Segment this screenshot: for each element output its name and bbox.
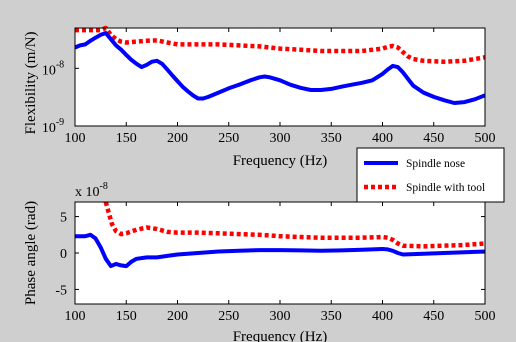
- flexibility-panel: 100 150 200 250 300 350 400 450 500 10-810-9 Fre…: [23, 25, 496, 169]
- legend: Spindle nose Spindle with tool: [356, 147, 505, 203]
- phase-y-ticks: 5 0 -5: [55, 211, 485, 298]
- flexibility-x-axis-label: Frequency (Hz): [233, 153, 328, 169]
- flexibility-xtick-label: 250: [218, 131, 239, 146]
- phase-ytick-label: 5: [60, 211, 67, 226]
- phase-xtick-label: 450: [423, 309, 444, 324]
- phase-scale-note: x 10-8: [75, 181, 108, 200]
- legend-label-spindle-with-tool: Spindle with tool: [406, 182, 485, 194]
- flexibility-series-spindle-nose: [74, 31, 486, 105]
- phase-series-group: [75, 201, 486, 269]
- phase-scale-note-base: x 10: [75, 185, 100, 200]
- legend-label-spindle-nose: Spindle nose: [406, 158, 465, 170]
- flexibility-xtick-label: 500: [475, 131, 496, 146]
- phase-xtick-label: 500: [475, 309, 496, 324]
- flexibility-xtick-label: 100: [65, 131, 86, 146]
- flexibility-xtick-label: 450: [423, 131, 444, 146]
- phase-x-ticks: 100 150 200 250 300 350 400 450 500: [65, 202, 496, 324]
- flexibility-ytick-base: 10: [42, 63, 56, 78]
- phase-xtick-label: 350: [321, 309, 342, 324]
- phase-ytick-label: 0: [60, 247, 67, 262]
- phase-y-axis-label: Phase angle (rad): [23, 201, 39, 305]
- phase-xtick-label: 400: [372, 309, 393, 324]
- flexibility-xtick-label: 150: [116, 131, 137, 146]
- flexibility-y-axis-label: Flexibility (m/N): [23, 32, 39, 135]
- flexibility-y-ticks: 10-810-9: [42, 59, 79, 136]
- flexibility-ytick-label: 10-9: [42, 117, 64, 136]
- phase-ytick-label: -5: [55, 283, 67, 298]
- flexibility-ytick-exponent: -8: [56, 59, 64, 70]
- phase-panel: 100 150 200 250 300 350 400 450 500 50-5 x 10-8 …: [23, 181, 496, 342]
- flexibility-plot-area: [75, 28, 485, 126]
- phase-xtick-label: 150: [116, 309, 137, 324]
- phase-xtick-label: 100: [65, 309, 86, 324]
- flexibility-xtick-label: 350: [321, 131, 342, 146]
- phase-xtick-label: 250: [218, 309, 239, 324]
- flexibility-xtick-label: 300: [270, 131, 291, 146]
- phase-series-spindle-nose: [75, 232, 486, 269]
- flexibility-xtick-label: 200: [167, 131, 188, 146]
- phase-xtick-label: 200: [167, 309, 188, 324]
- flexibility-xtick-label: 400: [372, 131, 393, 146]
- phase-xtick-label: 300: [270, 309, 291, 324]
- flexibility-ytick-exponent: -9: [56, 117, 64, 128]
- phase-x-axis-label: Frequency (Hz): [233, 329, 328, 342]
- flexibility-ytick-label: 10-8: [42, 59, 64, 78]
- phase-series-spindle-with-tool: [103, 201, 486, 249]
- legend-box: [356, 147, 505, 203]
- flexibility-x-ticks: 100 150 200 250 300 350 400 450 500: [65, 28, 496, 146]
- flexibility-ytick-base: 10: [42, 121, 56, 136]
- phase-scale-note-exponent: -8: [100, 181, 108, 192]
